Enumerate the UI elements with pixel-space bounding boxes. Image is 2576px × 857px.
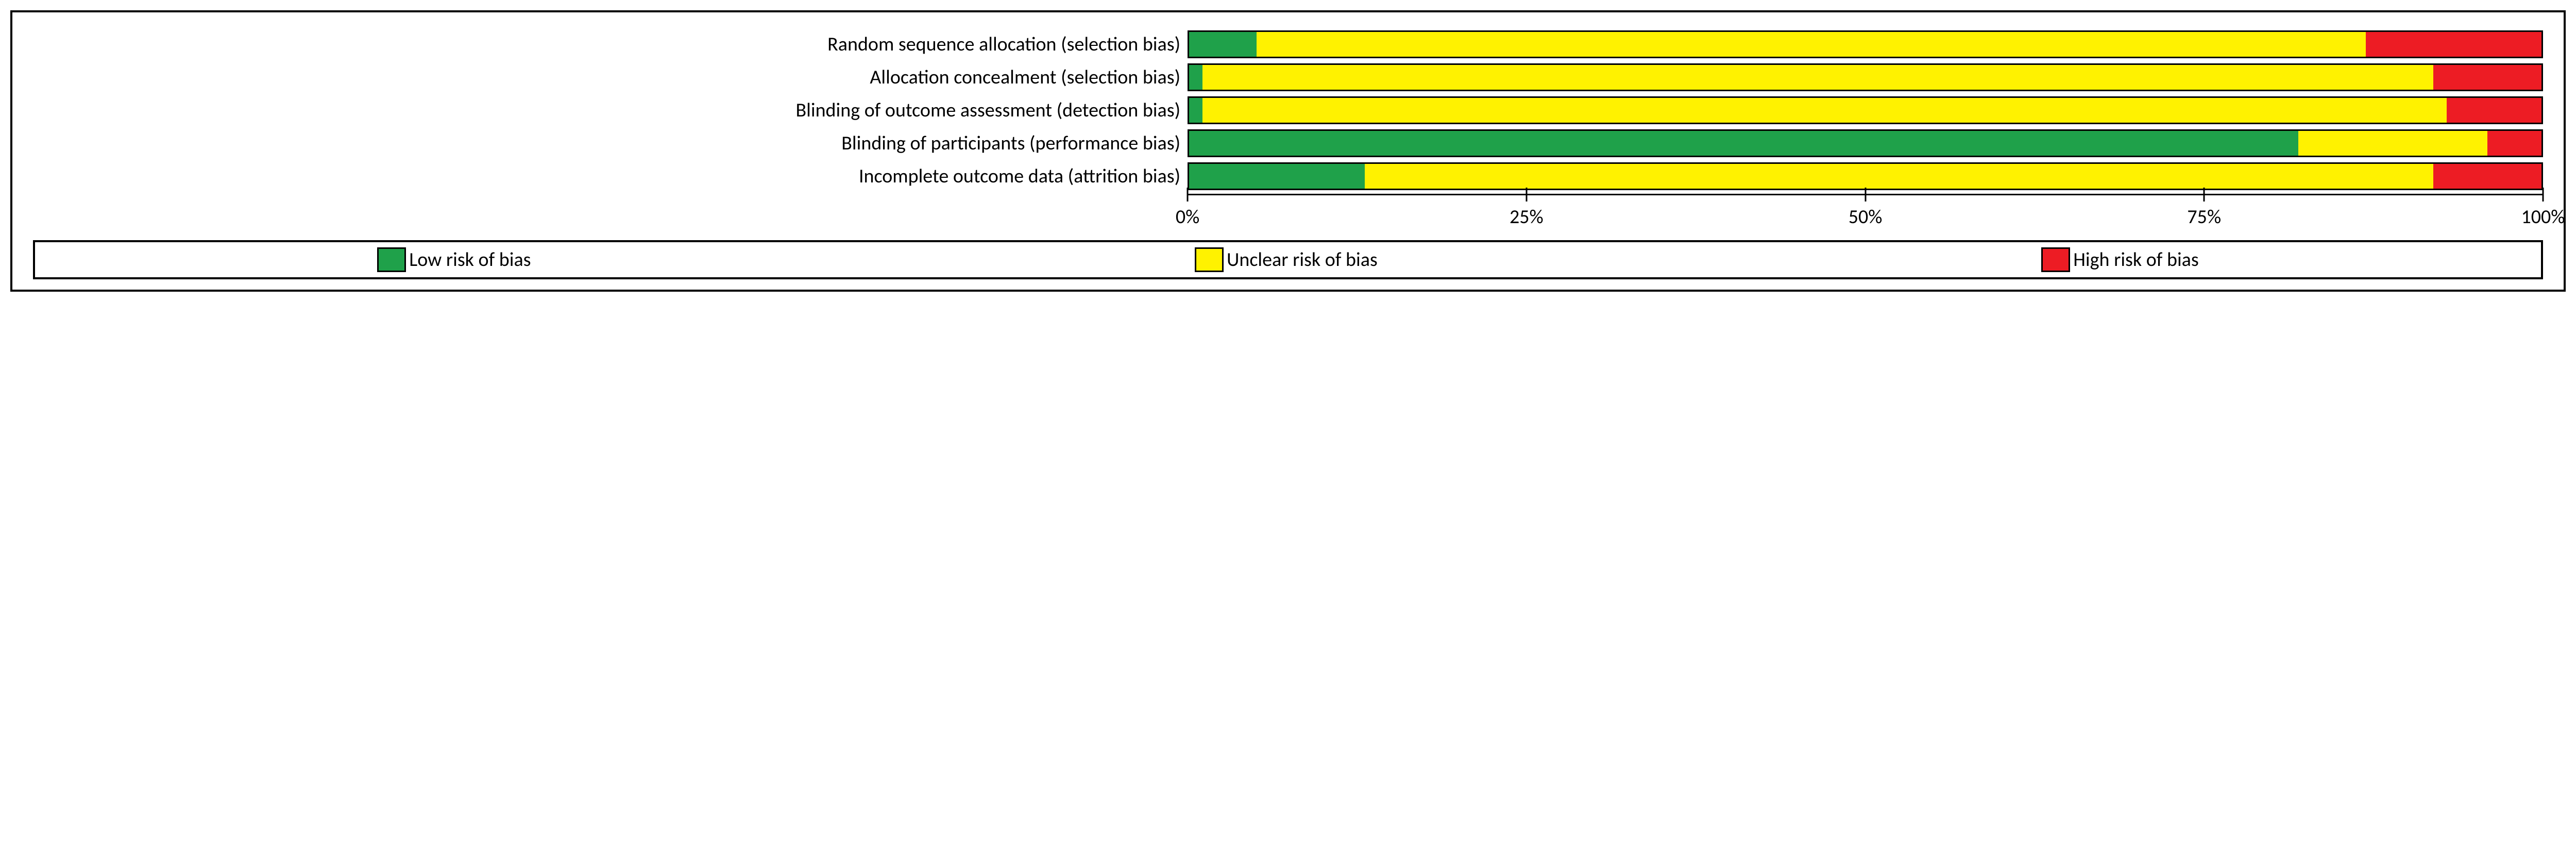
seg-unclear bbox=[1202, 98, 2447, 123]
legend-item-low: Low risk of bias bbox=[377, 247, 531, 272]
chart-row: Random sequence allocation (selection bi… bbox=[33, 28, 2543, 61]
legend-swatch-unclear bbox=[1195, 247, 1224, 272]
chart-row: Incomplete outcome data (attrition bias) bbox=[33, 160, 2543, 193]
legend: Low risk of bias Unclear risk of bias Hi… bbox=[33, 240, 2543, 279]
axis-tick-label: 0% bbox=[1176, 205, 1199, 229]
legend-swatch-low bbox=[377, 247, 406, 272]
row-label: Random sequence allocation (selection bi… bbox=[33, 32, 1188, 56]
seg-low bbox=[1189, 65, 1202, 90]
legend-label: High risk of bias bbox=[2073, 248, 2199, 272]
row-bar bbox=[1188, 96, 2543, 124]
axis-row: 0% 25% 50% 75% 100% bbox=[33, 194, 2543, 235]
legend-swatch-high bbox=[2041, 247, 2070, 272]
row-label: Blinding of participants (performance bi… bbox=[33, 131, 1188, 155]
axis-tick-label: 100% bbox=[2521, 205, 2565, 229]
seg-high bbox=[2366, 32, 2541, 57]
legend-label: Unclear risk of bias bbox=[1227, 248, 1378, 272]
legend-item-high: High risk of bias bbox=[2041, 247, 2199, 272]
seg-unclear bbox=[1365, 164, 2433, 189]
row-bar bbox=[1188, 162, 2543, 190]
axis-tick-label: 50% bbox=[1849, 205, 1883, 229]
chart-row: Blinding of outcome assessment (detectio… bbox=[33, 94, 2543, 127]
axis-tick-label: 75% bbox=[2187, 205, 2221, 229]
seg-high bbox=[2487, 131, 2541, 156]
axis-tick bbox=[1865, 188, 1866, 201]
axis-tick bbox=[1187, 188, 1189, 201]
seg-unclear bbox=[2298, 131, 2487, 156]
chart-row: Allocation concealment (selection bias) bbox=[33, 61, 2543, 94]
axis-tick-label: 25% bbox=[1510, 205, 1544, 229]
seg-low bbox=[1189, 131, 2298, 156]
axis-tick bbox=[2204, 188, 2205, 201]
seg-high bbox=[2447, 98, 2541, 123]
seg-unclear bbox=[1257, 32, 2365, 57]
row-label: Blinding of outcome assessment (detectio… bbox=[33, 98, 1188, 122]
axis-tick bbox=[2542, 188, 2544, 201]
x-axis: 0% 25% 50% 75% 100% bbox=[1188, 194, 2543, 235]
risk-of-bias-chart: Random sequence allocation (selection bi… bbox=[10, 10, 2566, 292]
seg-high bbox=[2433, 65, 2541, 90]
legend-label: Low risk of bias bbox=[409, 248, 531, 272]
seg-unclear bbox=[1202, 65, 2433, 90]
seg-low bbox=[1189, 32, 1257, 57]
chart-body: Random sequence allocation (selection bi… bbox=[33, 28, 2543, 235]
seg-high bbox=[2433, 164, 2541, 189]
seg-low bbox=[1189, 164, 1365, 189]
row-bar bbox=[1188, 63, 2543, 91]
legend-item-unclear: Unclear risk of bias bbox=[1195, 247, 1378, 272]
row-bar bbox=[1188, 30, 2543, 58]
axis-tick bbox=[1526, 188, 1527, 201]
chart-row: Blinding of participants (performance bi… bbox=[33, 127, 2543, 160]
row-bar bbox=[1188, 129, 2543, 157]
axis-spacer bbox=[33, 194, 1188, 235]
seg-low bbox=[1189, 98, 1202, 123]
row-label: Allocation concealment (selection bias) bbox=[33, 65, 1188, 89]
row-label: Incomplete outcome data (attrition bias) bbox=[33, 164, 1188, 188]
